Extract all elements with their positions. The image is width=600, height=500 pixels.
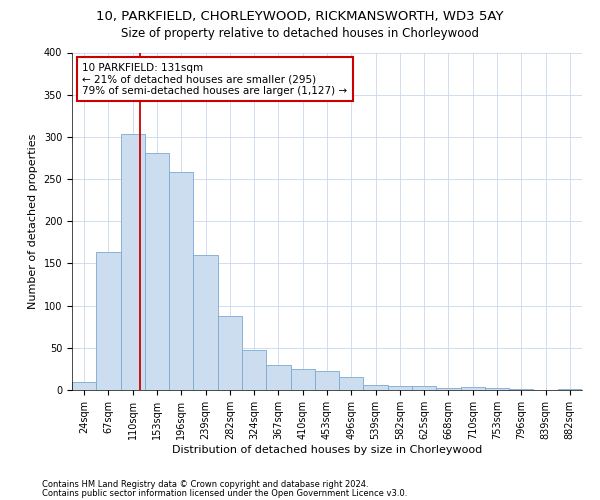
Bar	[339, 378, 364, 390]
Text: 10 PARKFIELD: 131sqm
← 21% of detached houses are smaller (295)
79% of semi-deta: 10 PARKFIELD: 131sqm ← 21% of detached h…	[82, 62, 347, 96]
Bar	[290, 369, 315, 390]
Bar	[169, 172, 193, 390]
Text: Contains public sector information licensed under the Open Government Licence v3: Contains public sector information licen…	[42, 489, 407, 498]
Bar	[364, 385, 388, 390]
Text: 10, PARKFIELD, CHORLEYWOOD, RICKMANSWORTH, WD3 5AY: 10, PARKFIELD, CHORLEYWOOD, RICKMANSWORT…	[96, 10, 504, 23]
Bar	[485, 388, 509, 390]
Bar	[461, 386, 485, 390]
Bar	[388, 386, 412, 390]
Bar	[218, 316, 242, 390]
Bar	[193, 255, 218, 390]
Bar	[96, 252, 121, 390]
Bar	[72, 382, 96, 390]
Bar	[242, 350, 266, 390]
Bar	[509, 389, 533, 390]
Bar	[121, 134, 145, 390]
Bar	[145, 153, 169, 390]
Bar	[266, 364, 290, 390]
Bar	[315, 372, 339, 390]
X-axis label: Distribution of detached houses by size in Chorleywood: Distribution of detached houses by size …	[172, 444, 482, 454]
Bar	[558, 389, 582, 390]
Text: Size of property relative to detached houses in Chorleywood: Size of property relative to detached ho…	[121, 28, 479, 40]
Y-axis label: Number of detached properties: Number of detached properties	[28, 134, 38, 309]
Text: Contains HM Land Registry data © Crown copyright and database right 2024.: Contains HM Land Registry data © Crown c…	[42, 480, 368, 489]
Bar	[436, 388, 461, 390]
Bar	[412, 386, 436, 390]
